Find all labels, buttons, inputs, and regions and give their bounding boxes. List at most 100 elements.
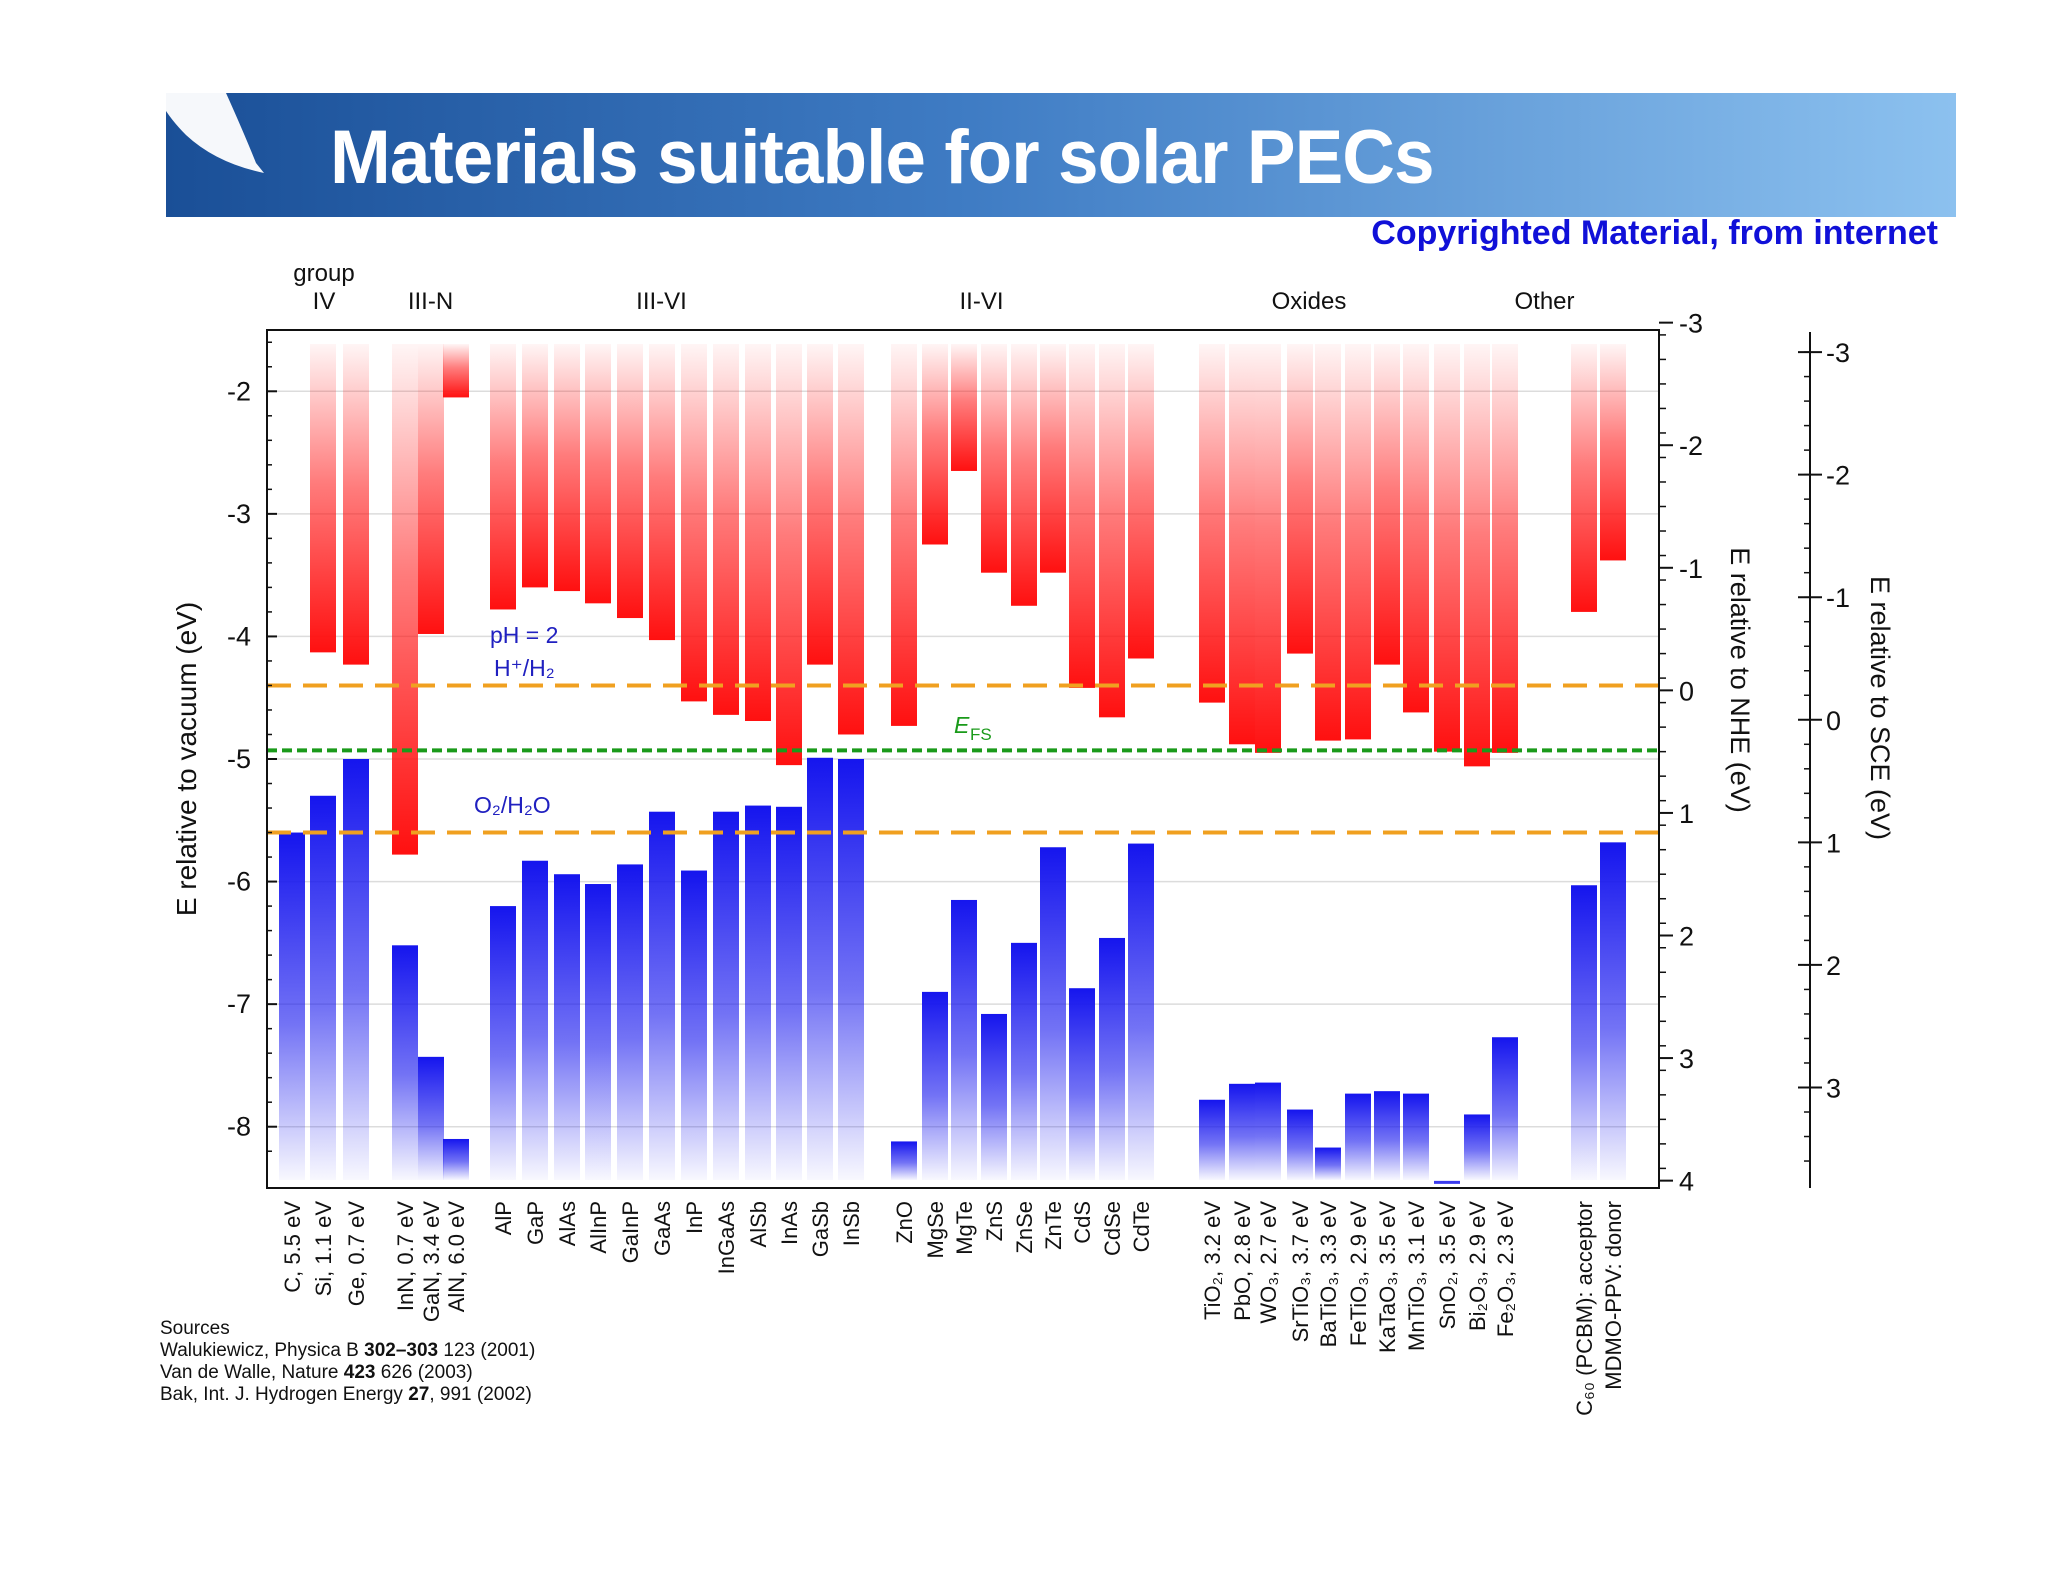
sce-tick-label: -1 — [1826, 583, 1850, 613]
left-tick-label: -3 — [227, 499, 251, 529]
cb-bar-bi-o-2-9-ev — [1464, 344, 1490, 767]
cb-bar-mntio-3-1-ev — [1403, 344, 1429, 713]
vb-bar-inn-0-7-ev — [392, 945, 418, 1180]
cb-bar-tio-3-2-ev — [1199, 344, 1225, 703]
x-tick-label-katao-3-5-ev: KaTaO₃, 3.5 eV — [1375, 1201, 1400, 1353]
group-label-iv: IV — [313, 288, 336, 315]
cb-bar-alp — [490, 344, 516, 610]
x-tick-label-pbo-2-8-ev: PbO, 2.8 eV — [1230, 1201, 1255, 1321]
x-tick-label-alas: AlAs — [555, 1201, 580, 1246]
vb-bar-batio-3-3-ev — [1315, 1147, 1341, 1180]
sce-tick-label: 2 — [1826, 951, 1841, 981]
copyright-notice: Copyrighted Material, from internet — [1371, 214, 1938, 252]
annotation-o2-h2o: O₂/H₂O — [474, 792, 551, 818]
nhe-tick-label: -3 — [1679, 309, 1703, 339]
vb-bar-fe-o-2-3-ev — [1492, 1037, 1518, 1180]
vb-bar-gan-3-4-ev — [418, 1056, 444, 1180]
cb-bar-cds — [1069, 344, 1095, 688]
vb-bar-aln-6-0-ev — [443, 1138, 469, 1180]
vb-bar-bi-o-2-9-ev — [1464, 1114, 1490, 1180]
vb-bar-cdte — [1128, 843, 1154, 1180]
x-tick-label-zno: ZnO — [892, 1201, 917, 1244]
cb-bar-gasb — [807, 344, 833, 665]
cb-bar-srtio-3-7-ev — [1287, 344, 1313, 654]
x-tick-label-bi-o-2-9-ev: Bi₂O₃, 2.9 eV — [1465, 1201, 1490, 1331]
x-tick-label-ingaas: InGaAs — [714, 1201, 739, 1274]
vb-bar-alinp — [585, 884, 611, 1180]
left-tick-label: -7 — [227, 989, 251, 1019]
source-ref-3: Bak, Int. J. Hydrogen Energy 27, 991 (20… — [160, 1384, 532, 1405]
nhe-tick-label: 3 — [1679, 1044, 1694, 1074]
x-tick-label-insb: InSb — [839, 1201, 864, 1246]
nhe-tick-label: 2 — [1679, 922, 1694, 952]
vb-bar-fetio-2-9-ev — [1345, 1093, 1371, 1180]
x-tick-label-inn-0-7-ev: InN, 0.7 eV — [393, 1201, 418, 1311]
x-tick-label-gaas: GaAs — [650, 1201, 675, 1256]
cb-bar-gaas — [649, 344, 675, 641]
left-tick-label: -8 — [227, 1112, 251, 1142]
vb-bar-insb — [838, 759, 864, 1180]
sce-tick-label: -2 — [1826, 461, 1850, 491]
nhe-tick-label: 4 — [1679, 1167, 1694, 1197]
x-tick-label-cds: CdS — [1070, 1201, 1095, 1244]
cb-bar-insb — [838, 344, 864, 735]
cb-bar-inn-0-7-ev — [392, 344, 418, 855]
vb-bar-alsb — [745, 805, 771, 1180]
x-tick-label-gan-3-4-ev: GaN, 3.4 eV — [419, 1201, 444, 1322]
nhe-tick-label: 0 — [1679, 676, 1694, 706]
vb-bar-c-pcbm-acceptor — [1571, 885, 1597, 1180]
axis-ticks — [267, 321, 1822, 1188]
banner-notch-shape — [166, 93, 264, 173]
cb-bar-cdse — [1099, 344, 1125, 718]
x-tick-label-si-1-1-ev: Si, 1.1 eV — [311, 1201, 336, 1297]
vb-bar-wo-2-7-ev — [1255, 1082, 1281, 1180]
cb-bar-wo-2-7-ev — [1255, 344, 1281, 753]
vb-bar-srtio-3-7-ev — [1287, 1109, 1313, 1180]
x-tick-label-inp: InP — [682, 1201, 707, 1234]
y-axis-label-vacuum: E relative to vacuum (eV) — [171, 602, 202, 916]
vb-bar-sno-3-5-ev — [1434, 1180, 1460, 1184]
left-tick-label: -2 — [227, 376, 251, 406]
x-tick-label-batio-3-3-ev: BaTiO₃, 3.3 eV — [1316, 1201, 1341, 1348]
sce-tick-label: -3 — [1826, 338, 1850, 368]
cb-bar-mdmo-ppv-donor — [1600, 344, 1626, 561]
x-tick-label-inas: InAs — [777, 1201, 802, 1245]
x-tick-label-gasb: GaSb — [808, 1201, 833, 1257]
vb-bar-znse — [1011, 942, 1037, 1180]
slide-title: Materials suitable for solar PECs — [330, 115, 1435, 200]
left-tick-label: -6 — [227, 867, 251, 897]
source-ref-2: Van de Walle, Nature 423 626 (2003) — [160, 1362, 473, 1383]
source-ref-1: Walukiewicz, Physica B 302–303 123 (2001… — [160, 1340, 536, 1361]
title-banner — [166, 93, 1956, 217]
annotation-efs-sub: FS — [970, 725, 992, 744]
sce-tick-label: 3 — [1826, 1073, 1841, 1103]
group-label-ii-vi: II-VI — [959, 288, 1003, 315]
group-label-iii-vi: III-VI — [636, 288, 687, 315]
vb-bar-gaas — [649, 811, 675, 1180]
cb-bar-batio-3-3-ev — [1315, 344, 1341, 741]
vb-bar-pbo-2-8-ev — [1229, 1083, 1255, 1180]
vb-bar-zns — [981, 1013, 1007, 1180]
x-tick-label-mdmo-ppv-donor: MDMO-PPV: donor — [1601, 1201, 1626, 1390]
vb-bar-mntio-3-1-ev — [1403, 1093, 1429, 1180]
cb-bar-alsb — [745, 344, 771, 722]
left-tick-label: -5 — [227, 744, 251, 774]
cb-bar-alinp — [585, 344, 611, 604]
annotation-efs: E — [954, 712, 970, 738]
cb-bar-inp — [681, 344, 707, 702]
x-tick-label-gainp: GaInP — [618, 1201, 643, 1263]
x-tick-label-cdse: CdSe — [1100, 1201, 1125, 1256]
cb-bar-ge-0-7-ev — [343, 344, 369, 665]
x-tick-label-znte: ZnTe — [1041, 1201, 1066, 1250]
y-axis-label-sce: E relative to SCE (eV) — [1865, 576, 1895, 840]
cb-bar-gainp — [617, 344, 643, 619]
vb-bar-katao-3-5-ev — [1374, 1091, 1400, 1180]
cb-bar-zno — [891, 344, 917, 726]
axis-labels: C, 5.5 eV Si, 1.1 eV Ge, 0.7 eV InN, 0.7 eV… — [227, 260, 1850, 1416]
cb-bar-fe-o-2-3-ev — [1492, 344, 1518, 753]
cb-bar-si-1-1-ev — [310, 344, 336, 653]
x-tick-label-mgte: MgTe — [952, 1201, 977, 1255]
x-tick-label-mntio-3-1-ev: MnTiO₃, 3.1 eV — [1404, 1201, 1429, 1351]
group-label-group: group — [293, 260, 354, 287]
